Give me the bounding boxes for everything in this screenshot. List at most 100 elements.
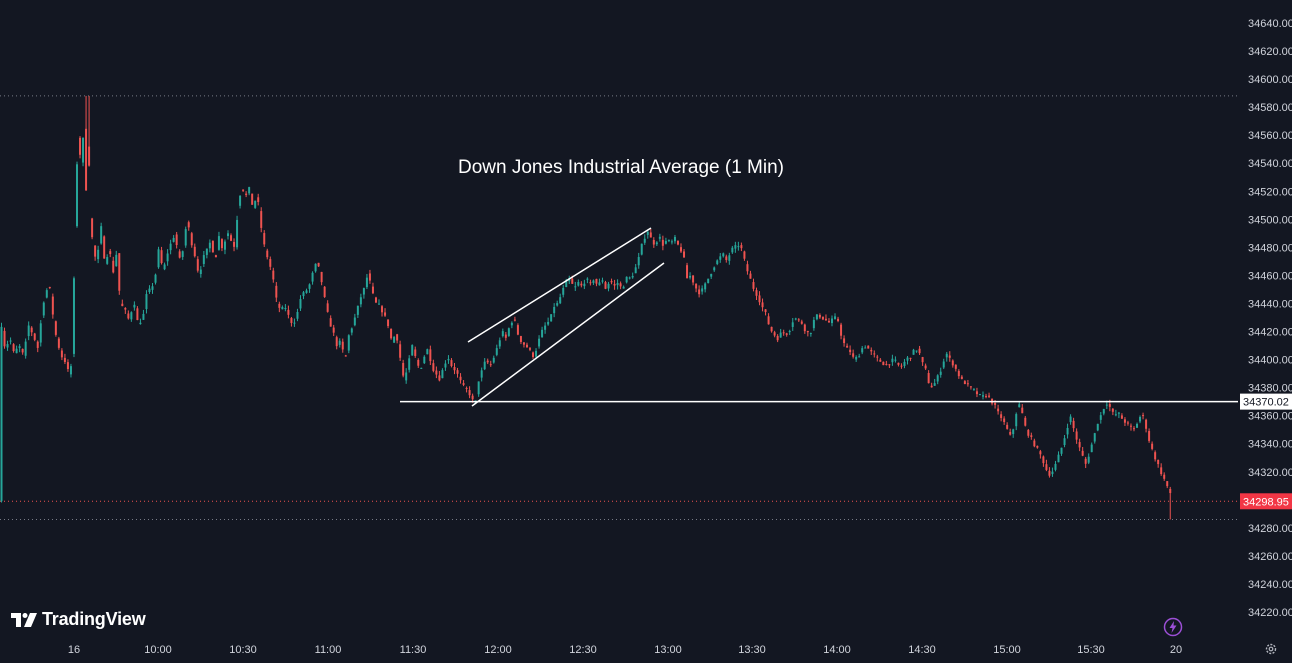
candle-body — [1030, 435, 1033, 437]
candle — [894, 356, 897, 363]
candle — [239, 195, 242, 209]
candle-body — [124, 307, 127, 310]
candle-body — [604, 282, 607, 289]
candle — [595, 278, 598, 287]
candle — [803, 323, 806, 334]
candle — [489, 360, 492, 367]
candle — [870, 347, 873, 355]
brand-name: TradingView — [42, 609, 146, 629]
candle-body — [468, 390, 471, 396]
candle — [217, 231, 220, 251]
candle — [516, 323, 519, 336]
candle-body — [601, 280, 604, 282]
candle-body — [217, 236, 220, 250]
price-tick-label: 34480.00 — [1248, 242, 1292, 254]
price-tick-label: 34560.00 — [1248, 130, 1292, 142]
candle — [127, 310, 130, 320]
candle — [812, 316, 815, 331]
channel-upper-line[interactable] — [467, 227, 652, 343]
candle-body — [625, 276, 628, 283]
candle — [227, 230, 229, 240]
price-tick-label: 34340.00 — [1248, 439, 1292, 451]
time-tick-label: 13:30 — [738, 644, 766, 656]
candle-body — [631, 275, 634, 278]
candle — [1075, 428, 1078, 444]
candle-body — [326, 303, 329, 312]
candle-body — [622, 286, 625, 289]
candle — [985, 393, 988, 399]
time-axis[interactable]: 16 10:00 10:30 11:00 11:30 12:00 12:30 13:00 13:… — [68, 644, 1182, 656]
candle-body — [15, 348, 18, 354]
candle-body — [794, 318, 797, 320]
candle — [441, 368, 444, 379]
candle — [63, 353, 66, 365]
candle-body — [181, 251, 184, 257]
candle — [1154, 450, 1157, 462]
candle-body — [257, 197, 260, 202]
candle-body — [610, 281, 613, 283]
candle — [586, 277, 589, 284]
candle — [867, 345, 870, 349]
candle — [1000, 411, 1003, 422]
candle-body — [290, 318, 293, 323]
candle — [9, 337, 12, 345]
candle-body — [1003, 418, 1006, 423]
candle — [909, 357, 912, 362]
candle — [882, 361, 885, 366]
candle — [936, 374, 939, 385]
candle — [547, 317, 550, 326]
channel-lower-line[interactable] — [471, 262, 665, 407]
candle — [988, 392, 991, 398]
candle — [202, 251, 205, 268]
candle-body — [51, 296, 54, 315]
price-axis[interactable]: 34640.00 34620.00 34600.00 34580.00 34560.00… — [1248, 18, 1292, 619]
candle-body — [583, 283, 586, 287]
candle — [214, 254, 217, 258]
candle — [332, 324, 335, 337]
candle — [248, 186, 251, 196]
candle — [1166, 481, 1169, 489]
candle — [704, 282, 707, 293]
candle-body — [504, 334, 507, 338]
candle-body — [695, 283, 698, 289]
candle — [118, 253, 121, 295]
candle-body — [378, 303, 380, 305]
candle — [776, 334, 779, 343]
candle-body — [827, 320, 830, 323]
candle — [1099, 412, 1102, 424]
candle — [51, 293, 54, 319]
candle — [94, 245, 97, 261]
candle — [604, 280, 607, 290]
candle — [154, 273, 157, 285]
candle — [827, 318, 830, 323]
candle — [79, 136, 82, 159]
candle — [6, 340, 9, 351]
plot-area[interactable] — [0, 95, 1238, 520]
candle-body — [782, 332, 785, 334]
candle — [266, 248, 269, 260]
candle — [613, 279, 616, 290]
candle-body — [353, 317, 356, 326]
candle-body — [414, 349, 417, 356]
candle-body — [773, 332, 776, 336]
lightning-icon[interactable] — [1163, 617, 1183, 637]
time-tick-label: 12:00 — [484, 644, 512, 656]
candle — [39, 320, 42, 347]
candle-body — [305, 290, 308, 293]
candle-body — [269, 259, 272, 267]
candle — [622, 285, 625, 289]
candle-body — [882, 361, 885, 366]
candle — [1096, 423, 1099, 432]
candle — [344, 354, 347, 357]
candle-body — [985, 396, 988, 398]
candle — [963, 380, 966, 385]
candle — [1102, 408, 1105, 416]
candle — [680, 243, 682, 254]
tradingview-logo-icon — [11, 612, 37, 627]
candle — [1145, 418, 1148, 433]
candle-body — [3, 330, 6, 347]
gear-icon[interactable] — [1264, 642, 1278, 656]
candle — [643, 234, 646, 245]
candle — [960, 375, 963, 380]
